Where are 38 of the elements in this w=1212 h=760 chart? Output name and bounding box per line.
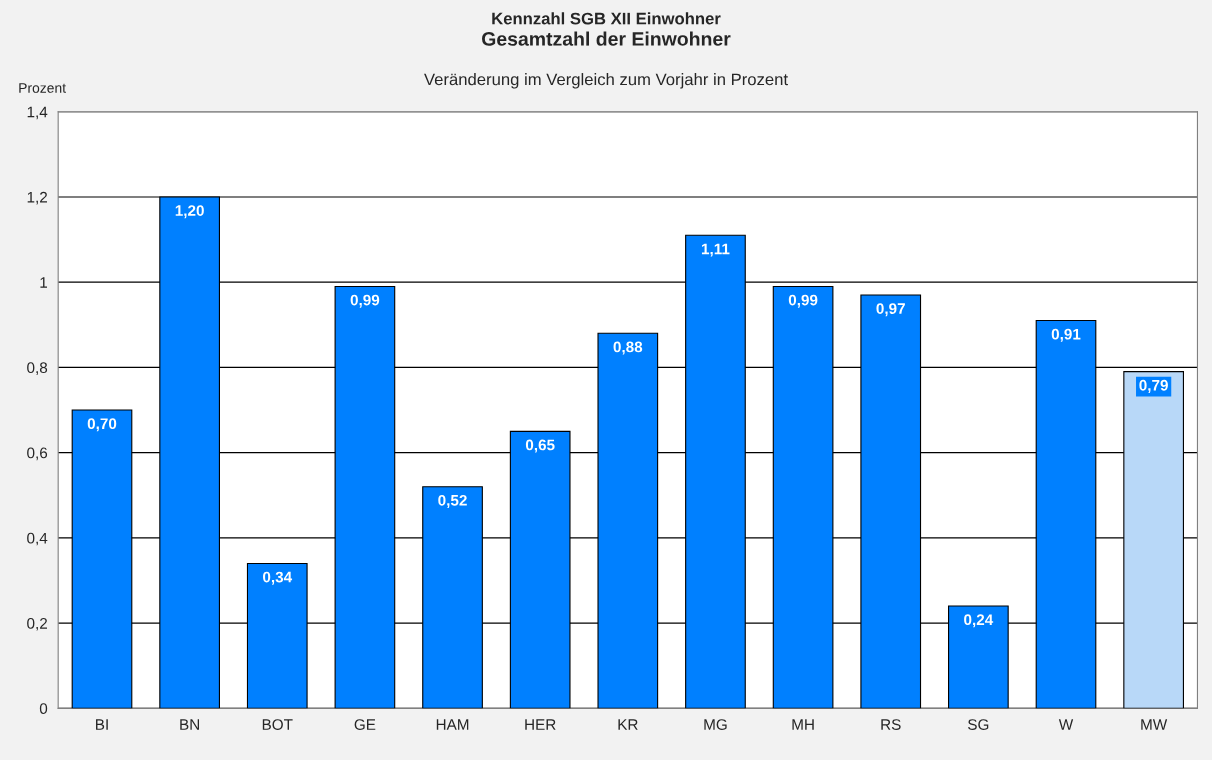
data-label: 0,52: [438, 494, 467, 508]
y-tick-label: 1: [40, 277, 48, 288]
y-tick-label: 0,6: [27, 447, 48, 461]
x-tick-label: BN: [180, 719, 199, 730]
x-tick-label: MW: [1141, 719, 1168, 730]
data-label: 0,97: [876, 303, 905, 317]
x-tick-label: BI: [96, 719, 108, 730]
data-label: 0,34: [263, 571, 293, 585]
y-tick-label: 0: [39, 703, 48, 715]
x-tick-label: HAM: [436, 719, 469, 730]
chart-title: Kennzahl SGB XII Einwohner: [492, 12, 721, 25]
text: Veränderung im Vergleich zum Vorjahr in Prozent: [424, 73, 788, 89]
x-tick-label: W: [1058, 719, 1074, 730]
data-label: 0,65: [525, 439, 555, 453]
chart-subtitle: Gesamtzahl der Einwohner: [482, 31, 731, 46]
x-tick-label: MG: [704, 719, 727, 730]
data-label: 0,24: [964, 614, 994, 628]
data-label: 0,79: [1139, 379, 1168, 393]
y-tick-label: 1,4: [27, 106, 48, 120]
x-tick-label: SG: [968, 719, 989, 730]
x-tick-label: BOT: [262, 719, 293, 730]
data-label: 1,11: [701, 243, 730, 257]
data-label: 0,88: [613, 341, 643, 355]
y-tick-label: 1,2: [27, 191, 47, 205]
y-tick-label: 0,4: [27, 532, 48, 546]
y-tick-label: 0,2: [27, 617, 47, 631]
x-tick-label: RS: [881, 719, 901, 730]
x-tick-label: HER: [525, 719, 556, 730]
data-label: 0,91: [1051, 328, 1081, 342]
data-label: 1,20: [175, 205, 204, 219]
x-tick-label: MH: [792, 719, 814, 730]
data-label: 0,99: [788, 294, 818, 308]
data-label: 0,70: [87, 418, 117, 432]
y-axis-title: Prozent: [19, 83, 66, 93]
y-tick-label: 0,8: [27, 362, 48, 375]
x-tick-label: KR: [618, 719, 638, 730]
x-tick-label: GE: [354, 719, 376, 730]
data-label: 0,99: [350, 294, 380, 308]
